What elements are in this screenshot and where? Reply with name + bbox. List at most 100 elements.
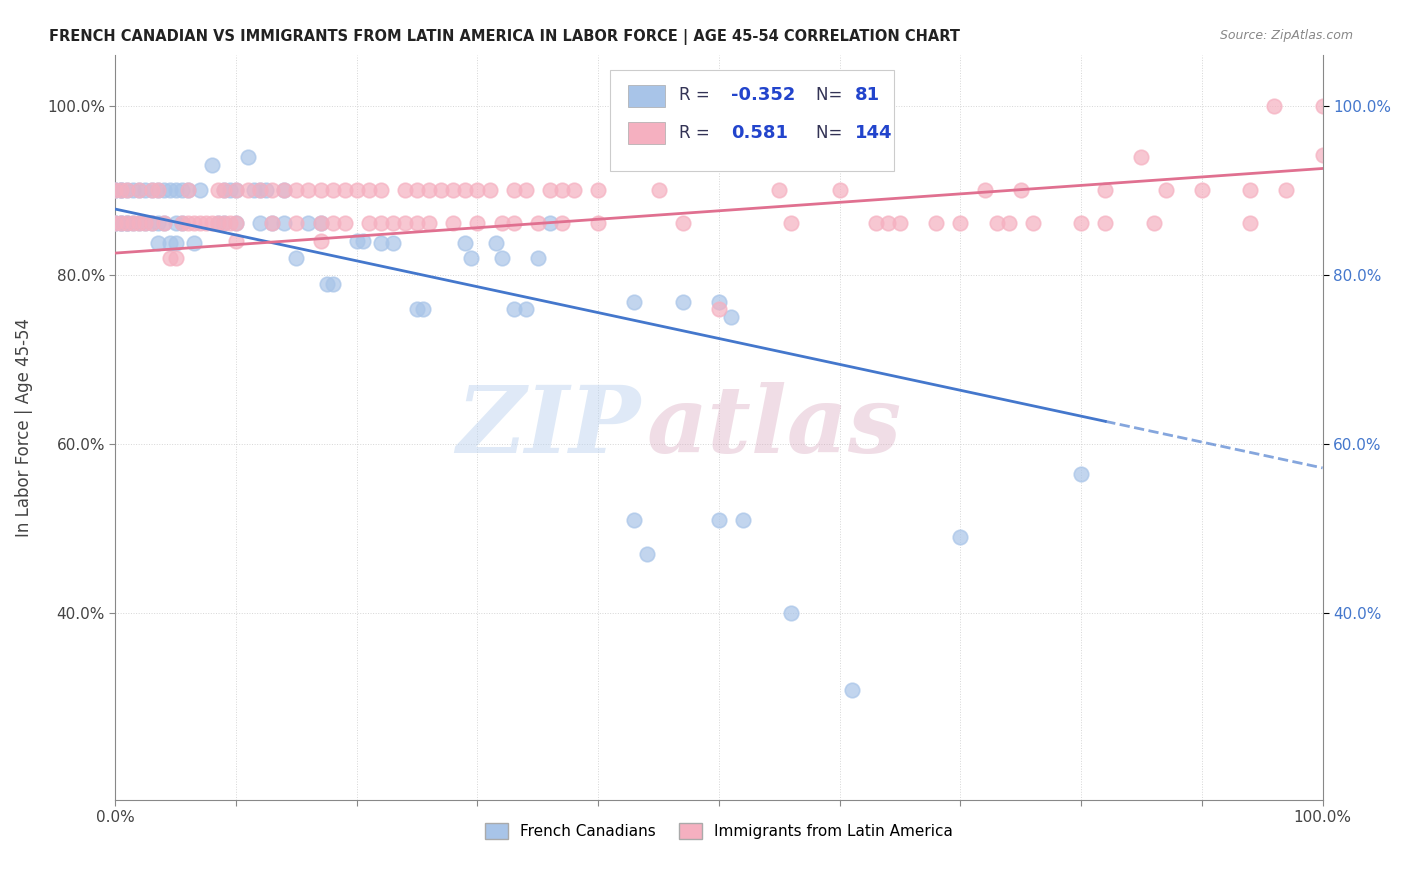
Point (146, 216, 169, 230)
Point (212, 216, 235, 230)
Point (207, 216, 229, 230)
Point (357, 184, 380, 198)
Point (346, 234, 368, 248)
Point (159, 184, 181, 198)
Text: 144: 144 (855, 124, 893, 142)
Point (273, 216, 295, 230)
Point (117, 184, 139, 198)
Point (1239, 216, 1261, 230)
Point (225, 216, 247, 230)
Point (212, 184, 235, 198)
Point (370, 216, 392, 230)
Point (152, 216, 174, 230)
Point (889, 216, 911, 230)
Point (491, 216, 513, 230)
Point (262, 184, 284, 198)
Point (412, 301, 434, 316)
Point (973, 184, 995, 198)
Point (128, 216, 150, 230)
Point (828, 184, 851, 198)
Point (406, 216, 429, 230)
Point (201, 158, 224, 172)
Text: atlas: atlas (647, 383, 901, 473)
Text: R =: R = (679, 87, 716, 104)
Point (441, 184, 464, 198)
Point (122, 184, 145, 198)
Point (110, 184, 132, 198)
Point (225, 184, 247, 198)
Point (707, 301, 730, 316)
Point (460, 251, 482, 265)
Point (333, 216, 356, 230)
Point (128, 216, 150, 230)
Point (249, 184, 271, 198)
Point (551, 216, 574, 230)
Point (194, 216, 217, 230)
Point (134, 216, 156, 230)
Point (183, 216, 205, 230)
Point (441, 216, 464, 230)
Point (315, 277, 337, 291)
Text: R =: R = (679, 124, 720, 142)
Point (1239, 184, 1261, 198)
Point (134, 216, 156, 230)
Point (117, 216, 139, 230)
FancyBboxPatch shape (628, 85, 665, 107)
Point (141, 184, 163, 198)
Point (623, 513, 645, 527)
Point (212, 216, 235, 230)
Point (177, 184, 200, 198)
FancyBboxPatch shape (628, 122, 665, 145)
Point (110, 216, 132, 230)
Point (110, 216, 132, 230)
Point (177, 216, 200, 230)
Point (170, 216, 193, 230)
Point (527, 216, 550, 230)
Point (322, 184, 344, 198)
Point (309, 184, 332, 198)
Y-axis label: In Labor Force | Age 45-54: In Labor Force | Age 45-54 (15, 318, 32, 537)
Point (467, 184, 489, 198)
Point (146, 235, 169, 250)
Point (986, 216, 1008, 230)
Point (141, 216, 163, 230)
Point (586, 184, 609, 198)
Point (219, 184, 242, 198)
Text: Source: ZipAtlas.com: Source: ZipAtlas.com (1219, 29, 1353, 42)
Point (707, 295, 730, 310)
Point (841, 682, 863, 697)
Point (236, 150, 259, 164)
Point (225, 234, 247, 248)
Point (707, 513, 730, 527)
Point (1010, 184, 1032, 198)
Point (128, 184, 150, 198)
Point (110, 184, 132, 198)
Point (1094, 184, 1116, 198)
Point (382, 216, 405, 230)
Point (394, 184, 416, 198)
Point (768, 184, 790, 198)
FancyBboxPatch shape (610, 70, 894, 170)
Point (1142, 216, 1164, 230)
Text: 0.581: 0.581 (731, 124, 787, 142)
Point (733, 513, 755, 527)
Point (562, 184, 585, 198)
Point (454, 235, 477, 250)
Point (454, 184, 477, 198)
Point (104, 184, 127, 198)
Point (491, 251, 513, 265)
Point (128, 184, 150, 198)
Point (254, 184, 277, 198)
Point (647, 184, 669, 198)
Point (322, 277, 344, 291)
Point (877, 216, 900, 230)
Point (165, 235, 187, 250)
Point (1070, 216, 1092, 230)
Point (262, 216, 284, 230)
Text: N=: N= (815, 124, 848, 142)
Point (612, 133, 634, 147)
Text: FRENCH CANADIAN VS IMMIGRANTS FROM LATIN AMERICA IN LABOR FORCE | AGE 45-54 CORR: FRENCH CANADIAN VS IMMIGRANTS FROM LATIN… (49, 29, 960, 45)
Point (1191, 184, 1213, 198)
Point (309, 216, 332, 230)
Point (104, 216, 127, 230)
